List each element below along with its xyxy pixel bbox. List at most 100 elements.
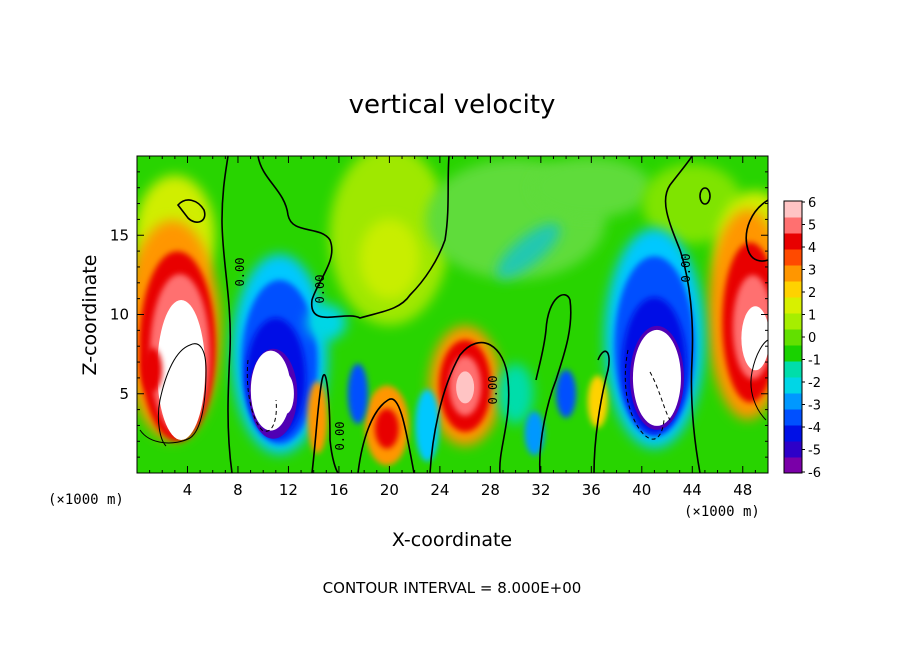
zero-contour-mid2 — [357, 398, 415, 473]
colorbar-swatch — [784, 313, 802, 330]
colorbar-tick-label: -4 — [808, 421, 821, 436]
x-tick-label: 8 — [233, 481, 243, 499]
zero-contours — [176, 156, 768, 473]
colorbar-tick-label: -6 — [808, 466, 821, 481]
colorbar-swatch — [784, 377, 802, 394]
y-axis-label: Z-coordinate — [79, 255, 101, 376]
colorbar-swatch — [784, 345, 802, 362]
field-blob — [497, 363, 534, 424]
colorbar-tick-label: 3 — [808, 264, 816, 279]
x-tick-label: 36 — [582, 481, 601, 499]
contour-label-5: 0.00 — [679, 254, 693, 283]
contour-label-2: 0.00 — [313, 275, 327, 304]
velocity-field — [137, 156, 768, 473]
zero-contour-right2 — [593, 350, 610, 473]
contour-label-4: 0.00 — [486, 376, 500, 405]
colorbar-tick-label: 0 — [808, 331, 816, 346]
colorbar-swatch — [784, 297, 802, 314]
x-tick-label: 16 — [329, 481, 348, 499]
contour-label-1: 0.00 — [233, 258, 247, 287]
colorbar-swatch — [784, 217, 802, 234]
x-unit-note-left: (×1000 m) — [48, 492, 124, 508]
field-blob — [556, 369, 577, 418]
pos-contour-right — [750, 339, 768, 421]
field-blob — [277, 373, 294, 414]
contour-labels: 0.00 0.00 0.00 0.00 0.00 — [233, 254, 693, 451]
y-tick-label: 5 — [119, 385, 129, 403]
colorbar-swatch — [784, 265, 802, 282]
colorbar-swatch — [784, 329, 802, 346]
field-blob — [496, 223, 561, 279]
field-blob — [587, 375, 608, 428]
x-tick-label: 40 — [632, 481, 651, 499]
x-tick-label: 12 — [279, 481, 298, 499]
x-unit-note-right: (×1000 m) — [684, 504, 760, 520]
x-tick-label: 44 — [683, 481, 702, 499]
field-blob — [456, 371, 475, 404]
field-blob — [157, 299, 206, 440]
zero-contour-right3 — [664, 156, 701, 473]
colorbar-tick-label: -3 — [808, 399, 821, 414]
neg-contour-right — [624, 349, 665, 440]
x-tick-label: 24 — [430, 481, 449, 499]
negative-contours — [246, 349, 671, 440]
field-blob — [250, 350, 291, 431]
pos-contour-left — [139, 343, 207, 447]
zero-contour-topleft — [176, 199, 206, 223]
x-axis-ticks: 4 8 12 16 20 24 28 32 36 40 44 48 — [149, 156, 756, 499]
colorbar-swatch — [784, 393, 802, 410]
zero-contour-left — [221, 156, 233, 473]
y-tick-label: 15 — [110, 226, 129, 244]
neg-contour-right2 — [649, 371, 671, 421]
neg-contour-left — [246, 359, 277, 432]
x-tick-label: 20 — [380, 481, 399, 499]
x-tick-label: 32 — [531, 481, 550, 499]
field-blob — [142, 347, 163, 392]
zero-contour-right1 — [535, 294, 572, 473]
colorbar-tick-label: 1 — [808, 309, 816, 324]
field-blob — [347, 363, 368, 424]
chart-title: vertical velocity — [349, 90, 556, 120]
colorbar-swatch — [784, 425, 802, 442]
positive-contours — [139, 339, 768, 447]
colorbar-tick-label: 5 — [808, 219, 816, 234]
field-blob — [359, 219, 420, 300]
colorbar-swatch — [784, 441, 802, 458]
x-tick-label: 48 — [733, 481, 752, 499]
colorbar-tick-label: 6 — [808, 196, 816, 211]
colorbar-swatch — [784, 249, 802, 266]
colorbar-swatch — [784, 409, 802, 426]
colorbar-tick-label: -2 — [808, 376, 821, 391]
zero-contour-mid3 — [429, 341, 510, 473]
x-axis-label: X-coordinate — [392, 529, 512, 551]
x-tick-label: 4 — [183, 481, 193, 499]
colorbar-tick-label: 2 — [808, 286, 816, 301]
field-blob — [374, 408, 399, 449]
zero-contour-right4 — [745, 199, 768, 262]
field-blob — [632, 329, 681, 426]
zero-contour-mid1 — [311, 373, 339, 473]
y-tick-label: 10 — [110, 306, 129, 324]
x-tick-label: 28 — [481, 481, 500, 499]
colorbar: 6 5 4 3 2 1 0 -1 -2 -3 -4 -5 -6 — [783, 196, 821, 481]
zero-contour-top — [257, 156, 450, 319]
field-blob — [306, 304, 347, 341]
colorbar-swatch — [784, 201, 802, 218]
colorbar-tick-label: -5 — [808, 444, 821, 459]
field-blob — [531, 157, 652, 218]
colorbar-tick-label: -1 — [808, 354, 821, 369]
colorbar-tick-label: 4 — [808, 241, 816, 256]
field-blob — [642, 163, 743, 244]
colorbar-swatch — [784, 281, 802, 298]
contour-label-3: 0.00 — [333, 422, 347, 451]
colorbar-swatch — [784, 457, 802, 474]
colorbar-swatch — [784, 361, 802, 378]
field-blob — [524, 411, 545, 456]
zero-contour-island — [699, 187, 711, 205]
field-blob — [741, 306, 768, 371]
colorbar-swatch — [784, 233, 802, 250]
y-axis-ticks: 5 10 15 — [110, 171, 768, 458]
field-blobs — [137, 156, 768, 466]
contour-interval-note: CONTOUR INTERVAL = 8.000E+00 — [323, 579, 582, 597]
